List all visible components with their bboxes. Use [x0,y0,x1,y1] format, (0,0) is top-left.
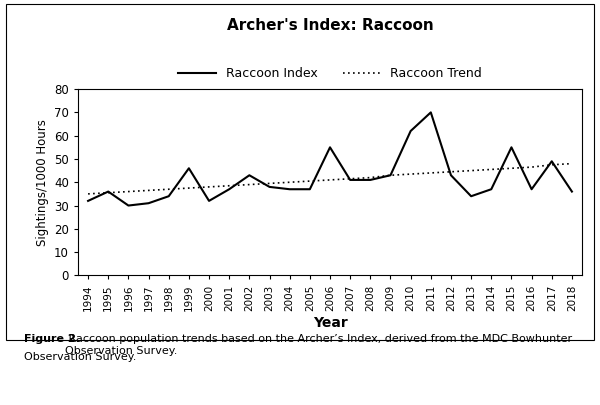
Raccoon Trend [266,181,273,186]
Raccoon Trend [448,169,455,174]
Raccoon Index [246,173,253,178]
Raccoon Index [226,187,233,192]
Raccoon Index [427,110,434,115]
Raccoon Index [85,198,92,203]
Raccoon Trend [205,184,212,189]
Raccoon Trend [185,185,193,190]
Raccoon Index [266,184,273,189]
Raccoon Index [205,198,212,203]
Text: Figure 2.: Figure 2. [24,334,80,344]
Raccoon Trend [528,165,535,170]
Raccoon Index [347,177,354,182]
Raccoon Index [528,187,535,192]
Raccoon Index [286,187,293,192]
Line: Raccoon Trend: Raccoon Trend [88,164,572,194]
Raccoon Index [125,203,132,208]
Raccoon Index [306,187,313,192]
Raccoon Index [488,187,495,192]
Raccoon Trend [85,192,92,196]
Raccoon Trend [326,177,334,182]
Raccoon Index [387,173,394,178]
Raccoon Index [467,194,475,198]
Raccoon Trend [125,189,132,194]
Raccoon Trend [367,175,374,180]
Text: Raccoon population trends based on the Archer’s Index, derived from the MDC Bowh: Raccoon population trends based on the A… [65,334,572,356]
Raccoon Index [145,201,152,206]
Raccoon Index [104,189,112,194]
Raccoon Trend [286,180,293,185]
X-axis label: Year: Year [313,316,347,330]
Text: Observation Survey.: Observation Survey. [24,352,136,362]
Raccoon Index [326,145,334,150]
Raccoon Trend [407,172,414,177]
Raccoon Index [367,177,374,182]
Raccoon Trend [488,167,495,172]
Raccoon Trend [246,182,253,187]
Raccoon Trend [165,187,172,192]
Text: Archer's Index: Raccoon: Archer's Index: Raccoon [227,18,433,33]
Raccoon Trend [508,166,515,171]
Raccoon Index [548,159,556,164]
Raccoon Index [568,189,575,194]
Raccoon Index [185,166,193,171]
Raccoon Index [165,194,172,198]
Raccoon Trend [145,188,152,193]
Raccoon Trend [427,171,434,175]
Line: Raccoon Index: Raccoon Index [88,112,572,205]
Raccoon Trend [306,179,313,183]
Raccoon Trend [548,162,556,167]
Raccoon Trend [387,173,394,178]
Raccoon Index [508,145,515,150]
Raccoon Trend [104,190,112,195]
Raccoon Trend [568,161,575,166]
Raccoon Trend [347,176,354,181]
Raccoon Index [407,128,414,133]
Raccoon Index [448,173,455,178]
Raccoon Trend [226,183,233,188]
Raccoon Trend [467,168,475,173]
Legend: Raccoon Index, Raccoon Trend: Raccoon Index, Raccoon Trend [173,62,487,85]
Y-axis label: Sightings/1000 Hours: Sightings/1000 Hours [35,119,49,246]
